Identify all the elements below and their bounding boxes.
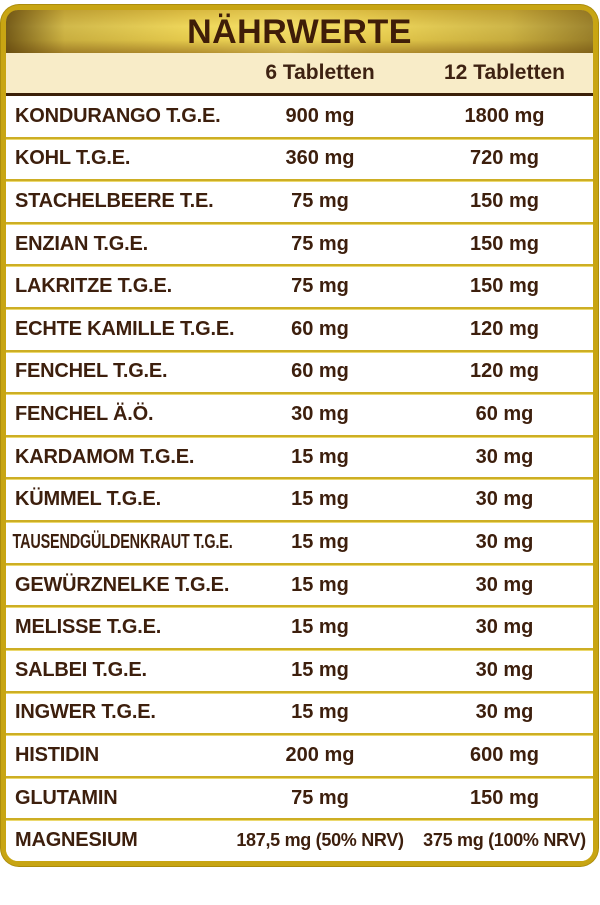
row-value-6-tabletten: 15 mg: [291, 488, 349, 511]
table-row: KARDAMOM T.G.E. 15 mg 30 mg: [6, 434, 593, 478]
table-row: LAKRITZE T.G.E. 75 mg 150 mg: [6, 264, 593, 308]
row-label: SALBEI T.G.E.: [15, 658, 147, 681]
row-value-6-tabletten: 75 mg: [291, 275, 349, 298]
column-header-6-tabletten: 6 Tabletten: [265, 61, 375, 84]
row-value-6-tabletten: 15 mg: [291, 530, 349, 553]
row-value-6-tabletten: 187,5 mg (50% NRV): [236, 830, 404, 851]
table-row: KÜMMEL T.G.E. 15 mg 30 mg: [6, 477, 593, 521]
row-value-6-tabletten: 75 mg: [291, 190, 349, 213]
row-value-6-tabletten: 15 mg: [291, 445, 349, 468]
table-row: STACHELBEERE T.E. 75 mg 150 mg: [6, 179, 593, 222]
table-row: FENCHEL Ä.Ö. 30 mg 60 mg: [6, 392, 593, 435]
table-row: FENCHEL T.G.E. 60 mg 120 mg: [6, 349, 593, 393]
row-label: FENCHEL Ä.Ö.: [15, 403, 154, 426]
table-row: KOHL T.G.E. 360 mg 720 mg: [6, 136, 593, 180]
row-label: MELISSE T.G.E.: [15, 616, 162, 639]
row-label: STACHELBEERE T.E.: [15, 190, 214, 213]
row-value-12-tabletten: 30 mg: [475, 445, 534, 468]
row-value-6-tabletten: 15 mg: [291, 573, 349, 596]
row-value-6-tabletten: 15 mg: [291, 658, 349, 681]
row-value-12-tabletten: 720 mg: [470, 147, 539, 170]
row-value-12-tabletten: 30 mg: [475, 658, 534, 681]
nutrition-table: NÄHRWERTE 6 Tabletten 12 Tabletten KONDU…: [1, 5, 598, 866]
table-row: HISTIDIN 200 mg 600 mg: [6, 733, 593, 776]
table-title: NÄHRWERTE: [187, 13, 412, 51]
row-value-12-tabletten: 150 mg: [470, 275, 539, 298]
row-label: ECHTE KAMILLE T.G.E.: [15, 317, 235, 340]
row-value-12-tabletten: 30 mg: [475, 530, 534, 553]
row-label: TAUSENDGÜLDENKRAUT T.G.E.: [12, 530, 233, 553]
row-value-12-tabletten: 375 mg (100% NRV): [423, 830, 586, 851]
row-value-12-tabletten: 120 mg: [470, 317, 539, 340]
row-value-12-tabletten: 30 mg: [475, 616, 534, 639]
row-value-12-tabletten: 600 mg: [470, 743, 539, 766]
table-body: KONDURANGO T.G.E. 900 mg 1800 mg KOHL T.G.E…: [6, 96, 593, 861]
row-label: MAGNESIUM: [15, 829, 138, 852]
row-value-12-tabletten: 1800 mg: [464, 104, 545, 127]
row-label: KOHL T.G.E.: [15, 147, 131, 170]
row-value-6-tabletten: 360 mg: [285, 147, 355, 170]
row-value-12-tabletten: 30 mg: [475, 701, 534, 724]
row-value-6-tabletten: 30 mg: [291, 403, 349, 426]
row-value-12-tabletten: 30 mg: [475, 488, 534, 511]
row-label: KONDURANGO T.G.E.: [15, 104, 221, 127]
table-row: KONDURANGO T.G.E. 900 mg 1800 mg: [6, 96, 593, 137]
table-row: ECHTE KAMILLE T.G.E. 60 mg 120 mg: [6, 307, 593, 350]
table-row: INGWER T.G.E. 15 mg 30 mg: [6, 690, 593, 734]
row-label: KARDAMOM T.G.E.: [15, 445, 195, 468]
row-value-6-tabletten: 900 mg: [285, 104, 355, 127]
row-value-6-tabletten: 75 mg: [291, 786, 349, 809]
row-label: ENZIAN T.G.E.: [15, 232, 148, 255]
table-row: SALBEI T.G.E. 15 mg 30 mg: [6, 647, 593, 691]
row-value-6-tabletten: 15 mg: [291, 701, 349, 724]
table-row: MAGNESIUM 187,5 mg (50% NRV) 375 mg (100% …: [6, 818, 593, 861]
table-row: TAUSENDGÜLDENKRAUT T.G.E. 15 mg 30 mg: [6, 520, 593, 563]
row-label: GLUTAMIN: [15, 786, 118, 809]
row-value-6-tabletten: 75 mg: [291, 232, 349, 255]
table-row: GEWÜRZNELKE T.G.E. 15 mg 30 mg: [6, 562, 593, 606]
header-rule: [6, 93, 593, 96]
table-row: MELISSE T.G.E. 15 mg 30 mg: [6, 605, 593, 648]
row-label: INGWER T.G.E.: [15, 701, 156, 724]
row-value-6-tabletten: 60 mg: [291, 360, 349, 383]
row-value-6-tabletten: 200 mg: [285, 743, 355, 766]
row-value-12-tabletten: 120 mg: [470, 360, 539, 383]
row-label: FENCHEL T.G.E.: [15, 360, 168, 383]
column-header-row: 6 Tabletten 12 Tabletten: [6, 53, 593, 93]
row-value-6-tabletten: 15 mg: [291, 616, 349, 639]
row-label: GEWÜRZNELKE T.G.E.: [15, 573, 230, 596]
row-value-12-tabletten: 150 mg: [470, 786, 539, 809]
row-value-6-tabletten: 60 mg: [291, 317, 349, 340]
table-row: GLUTAMIN 75 mg 150 mg: [6, 775, 593, 819]
table-row: ENZIAN T.G.E. 75 mg 150 mg: [6, 221, 593, 265]
row-value-12-tabletten: 60 mg: [475, 403, 534, 426]
column-header-12-tabletten: 12 Tabletten: [444, 61, 565, 84]
row-label: HISTIDIN: [15, 743, 99, 766]
row-label: LAKRITZE T.G.E.: [15, 275, 173, 298]
row-value-12-tabletten: 30 mg: [475, 573, 534, 596]
row-value-12-tabletten: 150 mg: [470, 190, 539, 213]
row-label: KÜMMEL T.G.E.: [15, 488, 161, 511]
row-value-12-tabletten: 150 mg: [470, 232, 539, 255]
title-band: NÄHRWERTE: [6, 10, 593, 53]
